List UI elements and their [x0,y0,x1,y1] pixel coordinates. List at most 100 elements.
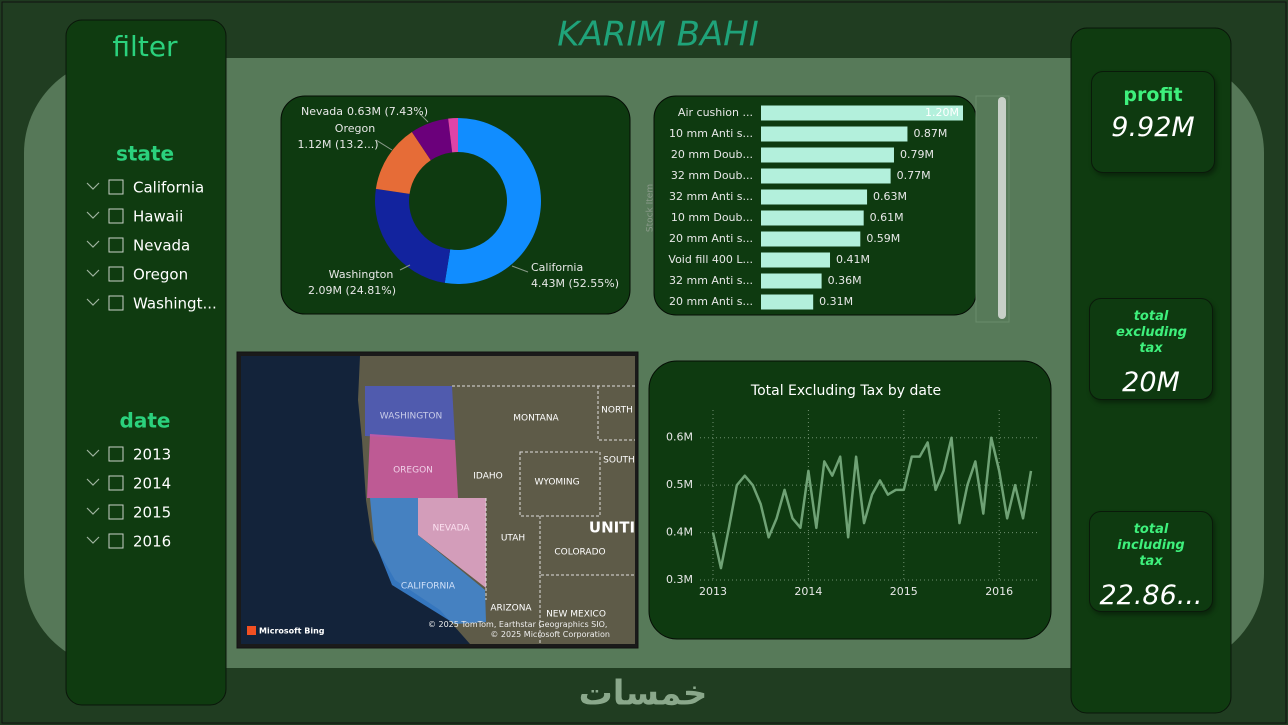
data-label: 0.31M [819,295,853,308]
y-tick-label: 0.6M [666,431,693,444]
chevron [86,298,100,306]
y-axis-label: Stock Item [646,184,656,232]
map-label: OREGON [393,466,433,476]
data-label: 0.36M [828,274,862,287]
bar [761,147,894,163]
x-tick-label: 2016 [985,585,1013,598]
state-nevada [418,498,486,588]
data-label: 0.87M [913,127,947,140]
filter-title: filter [112,30,178,63]
leader-line [375,139,393,151]
donut-panel [280,95,631,315]
bar [761,189,868,205]
chevron [86,182,100,190]
y-tick-label: 20 mm Doub... [671,148,753,161]
donut-slice [444,118,542,284]
filter-item: California [133,179,204,197]
data-label: 0.59M [866,232,900,245]
bar [761,105,963,121]
kpi-card: total excluding tax 20M [1089,298,1213,400]
checkbox[interactable] [108,446,124,462]
donut-label: Oregon 1.12M (13.2...) [297,122,378,151]
donut-slice [411,118,453,161]
leader-line [399,264,411,271]
value-label: 4.43M (52.55%) [531,277,619,290]
leader-line [511,265,529,273]
y-tick-label: 0.3M [666,573,693,586]
state-filter-title: state [116,142,174,166]
map-label: IDAHO [473,472,502,482]
chevron [86,507,100,515]
chevron [86,536,100,544]
y-tick-label: 0.4M [666,526,693,539]
filter-item: Hawaii [133,208,183,226]
category-label: California [531,261,583,274]
data-label: 0.77M [897,169,931,182]
chevron [86,269,100,277]
map-label: NEVADA [432,524,470,534]
map-label: SOUTH [603,456,635,466]
chevron [86,211,100,219]
y-tick-label: 32 mm Anti s... [669,274,753,287]
kpi-value: 9.92M [1111,112,1195,143]
x-tick-label: 2015 [890,585,918,598]
checkbox[interactable] [108,475,124,491]
watermark: خمسات [579,674,708,714]
data-label: 1.20M [925,106,959,119]
checkbox[interactable] [108,179,124,195]
checkbox[interactable] [108,237,124,253]
data-label: 0.79M [900,148,934,161]
map-label: WASHINGTON [380,412,442,422]
bing-logo [247,626,256,635]
map-label: NEW MEXICO [546,610,606,620]
map-borders [452,385,635,644]
donut-slice [375,188,451,283]
filter-item: 2014 [133,475,171,493]
bar [761,126,908,142]
checkbox[interactable] [108,208,124,224]
checkbox[interactable] [108,295,124,311]
chevron [86,449,100,457]
data-label: 0.63M [873,190,907,203]
map-label: ARIZONA [490,604,532,614]
map-label: CALIFORNIA [401,582,456,592]
map-label: NORTH [601,406,633,416]
map-copyright-line: © 2025 Microsoft Corporation [490,630,610,639]
map-copyright-line: © 2025 TomTom, Earthstar Geographics SIO… [428,620,610,629]
kpi-title: total excluding tax [1116,309,1187,356]
state-oregon [367,434,458,498]
line-panel [648,360,1052,640]
bar [761,210,864,226]
checkbox[interactable] [108,533,124,549]
scrollbar[interactable] [998,97,1006,319]
checkbox[interactable] [108,266,124,282]
filter-item: Washingt... [133,295,217,313]
category-label: Oregon [335,122,375,135]
filter-item: 2016 [133,533,171,551]
data-label: 0.41M [836,253,870,266]
donut-label: Nevada 0.63M (7.43%) [301,105,428,118]
state-washington [365,386,455,440]
map-label: MONTANA [513,414,559,424]
kpi-title: total including tax [1117,522,1185,569]
line-series [711,436,1033,570]
bar [761,294,814,310]
y-tick-label: 32 mm Anti s... [669,190,753,203]
map: Microsoft Bing [236,351,639,649]
checkbox[interactable] [108,504,124,520]
y-tick-label: 10 mm Doub... [671,211,753,224]
chart-title: Total Excluding Tax by date [750,383,941,399]
bar [761,231,861,247]
x-tick-label: 2014 [794,585,822,598]
x-tick-label: 2013 [699,585,727,598]
filter-panel [65,19,227,706]
y-tick-label: 0.5M [666,478,693,491]
bar [761,252,831,268]
kpi-card: profit 9.92M [1091,71,1215,173]
map-label: COLORADO [554,548,605,558]
leader-line [419,113,429,123]
kpi-value: 20M [1122,367,1180,398]
bar [761,273,822,289]
y-tick-label: 20 mm Anti s... [669,232,753,245]
filter-item: 2015 [133,504,171,522]
